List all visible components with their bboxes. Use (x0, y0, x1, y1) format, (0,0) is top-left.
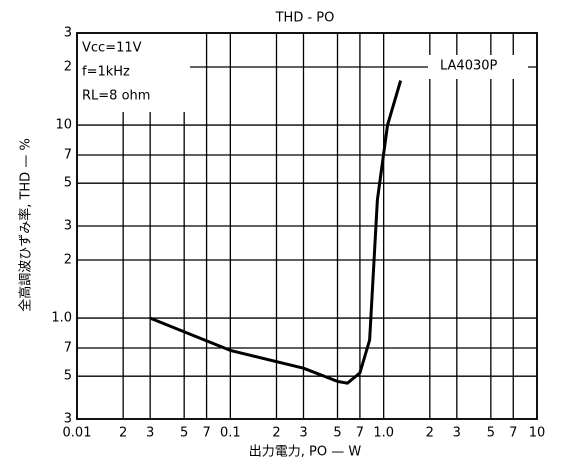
x-tick-label: 2 (426, 426, 434, 441)
annotation-box (78, 34, 190, 112)
y-tick-label: 2 (64, 59, 72, 74)
y-tick-label: 2 (64, 252, 72, 267)
data-line (149, 80, 403, 385)
y-tick-label: 3 (64, 219, 72, 234)
x-tick-label: 5 (487, 426, 495, 441)
x-tick-label: 5 (180, 426, 188, 441)
y-tick-label: 10 (55, 118, 72, 133)
y-tick-label: 3 (64, 412, 72, 427)
x-tick-label: 7 (202, 426, 210, 441)
x-tick-label: 3 (146, 426, 154, 441)
x-tick-label: 7 (356, 426, 364, 441)
y-tick-label: 1.0 (51, 311, 72, 326)
y-tick-label: 7 (64, 147, 72, 162)
chart-title: THD - PO (275, 11, 335, 26)
annotation: Vcc=11V (82, 41, 142, 56)
x-tick-label: 0.1 (220, 426, 241, 441)
x-tick-label: 5 (333, 426, 341, 441)
y-tick-label: 3 (64, 26, 72, 41)
y-axis-label: 全高調波ひずみ率, THD — % (18, 138, 34, 312)
annotation: LA4030P (440, 59, 498, 74)
y-tick-label: 5 (64, 176, 72, 191)
x-tick-label: 2 (119, 426, 127, 441)
x-axis-label: 出力電力, PO — W (249, 445, 362, 460)
plot-frame (76, 32, 538, 420)
x-tick-label: 2 (272, 426, 280, 441)
annotation-box (428, 55, 528, 79)
annotation: RL=8 ohm (82, 89, 150, 104)
y-tick-label: 7 (64, 340, 72, 355)
x-tick-label: 7 (509, 426, 517, 441)
x-tick-label: 1.0 (373, 426, 394, 441)
annotation: f=1kHz (82, 65, 130, 80)
x-tick-label: 0.01 (63, 426, 92, 441)
x-tick-label: 3 (299, 426, 307, 441)
x-tick-label: 3 (453, 426, 461, 441)
y-tick-label: 5 (64, 369, 72, 384)
x-tick-label: 10 (529, 426, 546, 441)
